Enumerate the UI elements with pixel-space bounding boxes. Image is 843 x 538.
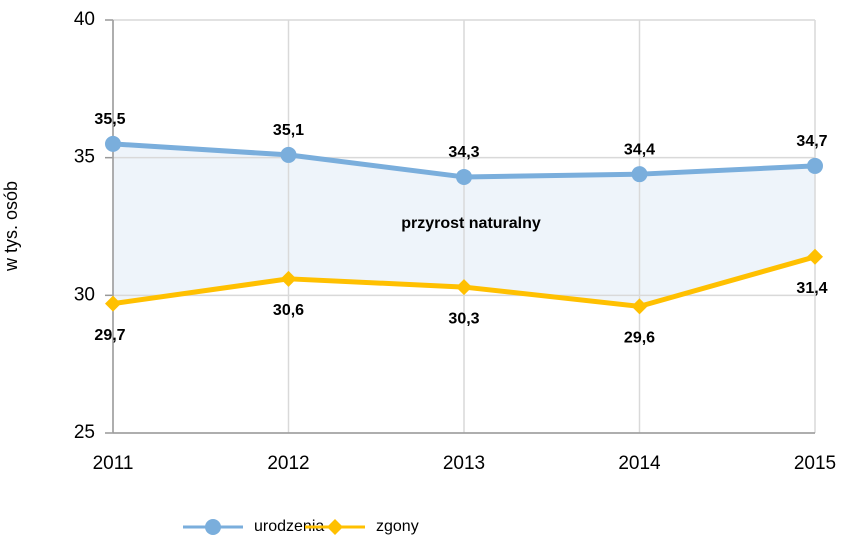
x-tick-label: 2015: [794, 453, 836, 474]
legend-marker: [205, 519, 221, 535]
data-label: 29,7: [94, 327, 125, 344]
x-tick-label: 2013: [443, 453, 485, 474]
data-label: 34,4: [624, 141, 655, 158]
data-point: [105, 135, 121, 152]
data-label: 34,7: [796, 133, 827, 150]
data-point: [105, 295, 121, 312]
data-point: [631, 166, 648, 183]
data-label: 30,6: [273, 302, 304, 319]
legend-label: zgony: [376, 518, 419, 535]
y-tick-label: 40: [74, 9, 95, 30]
x-tick-label: 2012: [267, 453, 309, 474]
y-tick-label: 30: [74, 284, 95, 305]
data-point: [280, 146, 297, 163]
data-label: 35,1: [273, 122, 304, 139]
data-point: [631, 298, 648, 315]
data-label: 29,6: [624, 330, 655, 347]
annotation: przyrost naturalny: [401, 215, 541, 232]
x-tick-label: 2011: [93, 453, 134, 474]
legend-marker: [327, 519, 343, 535]
data-label: 34,3: [448, 144, 479, 161]
data-point: [456, 279, 472, 296]
data-point: [456, 168, 472, 185]
data-label: 31,4: [796, 280, 827, 297]
data-point: [280, 270, 297, 287]
data-point: [807, 157, 823, 174]
y-axis-label: w tys. osób: [1, 181, 21, 272]
y-tick-label: 35: [74, 147, 95, 168]
y-tick-label: 25: [74, 422, 95, 443]
data-label: 30,3: [448, 310, 479, 327]
x-tick-label: 2014: [618, 453, 661, 474]
data-point: [807, 248, 823, 265]
data-label: 35,5: [94, 111, 125, 128]
legend-label: urodzenia: [254, 518, 324, 535]
